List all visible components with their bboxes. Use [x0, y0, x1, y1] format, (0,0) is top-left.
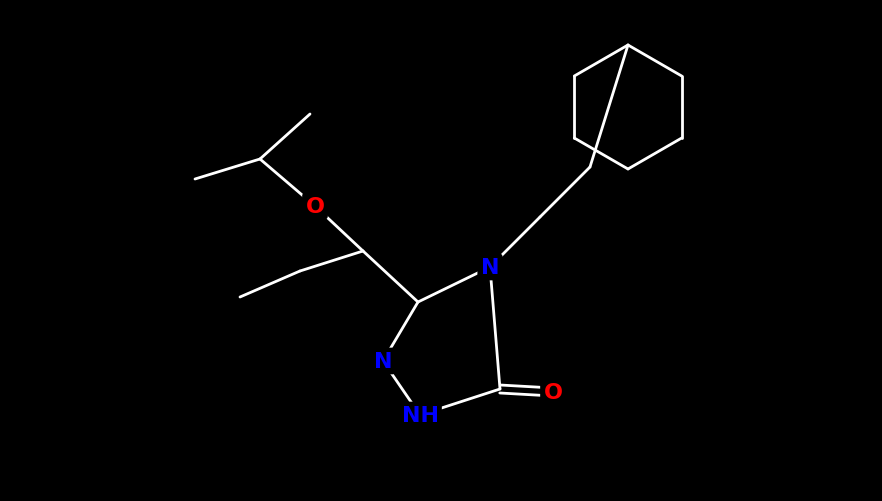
- Text: N: N: [481, 258, 499, 278]
- Text: O: O: [305, 196, 325, 216]
- Text: O: O: [543, 382, 563, 402]
- Text: N: N: [374, 351, 392, 371]
- Text: NH: NH: [401, 405, 438, 425]
